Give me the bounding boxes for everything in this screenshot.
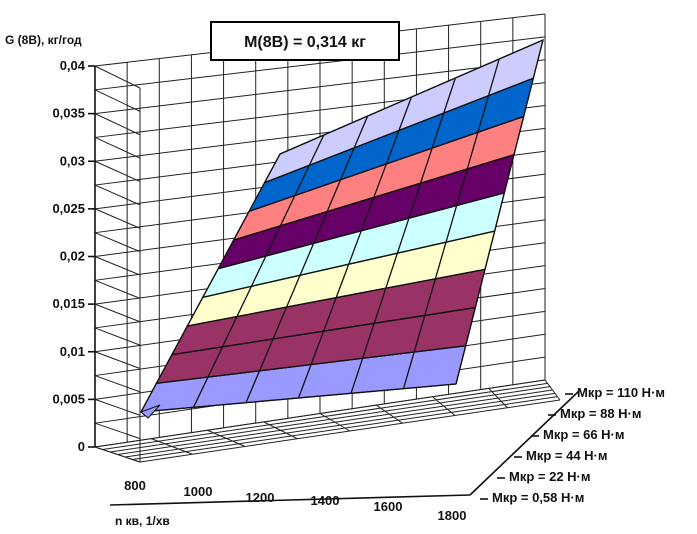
z-tick-label: 0,03 xyxy=(60,153,85,168)
floor-width-line xyxy=(139,399,561,463)
surface-mesh-line xyxy=(245,115,369,403)
left-wall-horizontal-line xyxy=(94,303,141,323)
left-wall-horizontal-line xyxy=(94,256,141,276)
left-wall-horizontal-line xyxy=(94,351,141,369)
x-tick-label: 1400 xyxy=(311,493,340,508)
floor-width-line xyxy=(117,389,553,455)
x-tick-label: 1600 xyxy=(374,499,403,514)
annotation-text: M(8B) = 0,314 кг xyxy=(244,34,366,51)
floor-width-line xyxy=(94,379,546,448)
left-wall-horizontal-line xyxy=(94,208,141,229)
surface-mesh-line xyxy=(402,58,500,389)
floor-width-line xyxy=(132,396,558,460)
x-tick-label: 1200 xyxy=(246,490,275,505)
left-wall-horizontal-line xyxy=(94,65,141,89)
y-tick-label: Мкр = 66 Н·м xyxy=(543,427,625,442)
back-wall-horizontal-line xyxy=(94,59,546,115)
surface-mesh-line xyxy=(218,192,505,270)
surface-mesh-line xyxy=(350,77,456,394)
floor-width-line xyxy=(109,386,551,453)
y-tick-label: Мкр = 0,58 Н·м xyxy=(492,490,584,505)
z-tick-label: 0 xyxy=(78,439,85,454)
surface-low-corner xyxy=(140,404,161,419)
surface-mesh-line xyxy=(171,306,476,356)
y-axis-line xyxy=(469,389,581,496)
x-axis-title: n кв, 1/хв xyxy=(115,514,170,528)
surface-mesh-line xyxy=(202,230,495,298)
z-tick-label: 0,015 xyxy=(52,296,85,311)
left-wall-horizontal-line xyxy=(94,279,141,299)
left-wall-horizontal-line xyxy=(94,136,141,159)
x-tick-label: 800 xyxy=(124,478,146,493)
z-tick-label: 0,005 xyxy=(52,391,85,406)
surface-mesh-line xyxy=(297,96,413,399)
z-tick-label: 0,01 xyxy=(60,344,85,359)
surface-mesh-line xyxy=(192,134,325,408)
floor-width-line xyxy=(124,392,556,458)
chart-annotation-group: M(8B) = 0,314 кг xyxy=(210,21,400,61)
y-tick-label: Мкр = 110 Н·м xyxy=(577,385,665,400)
y-tick-label: Мкр = 44 Н·м xyxy=(526,448,608,463)
left-wall-horizontal-line xyxy=(94,89,141,112)
z-tick-label: 0,025 xyxy=(52,201,85,216)
z-tick-label: 0,02 xyxy=(60,249,85,264)
z-axis-title: G (8B), кг/год xyxy=(5,33,82,47)
surface-mesh-line xyxy=(140,383,457,413)
surface-mesh-line xyxy=(455,39,544,385)
surface-mesh-line xyxy=(140,153,281,413)
x-tick-label: 1000 xyxy=(184,484,213,499)
y-tick-label: Мкр = 88 Н·м xyxy=(560,406,642,421)
surface-mesh-line xyxy=(233,154,515,241)
surface-mesh-line xyxy=(156,345,466,384)
surface-mesh-line xyxy=(187,268,486,327)
z-tick-label: 0,035 xyxy=(52,106,85,121)
chart-labels: 0 0,005 0,01 0,015 0,02 0,025 0,03 0,035 0,04 800… xyxy=(52,58,665,523)
x-tick-label: 1800 xyxy=(438,508,467,523)
z-tick-label: 0,04 xyxy=(60,58,86,73)
left-wall-horizontal-line xyxy=(94,422,141,440)
back-wall-horizontal-line xyxy=(94,36,546,91)
surface-mesh-line xyxy=(264,77,534,184)
annotation-box xyxy=(210,21,400,61)
surface-mesh-line xyxy=(248,115,524,212)
chart-surface xyxy=(139,38,544,419)
left-wall-horizontal-line xyxy=(94,327,141,346)
left-wall-horizontal-line xyxy=(94,232,141,253)
left-wall-horizontal-line xyxy=(94,113,141,136)
surface-mesh-line xyxy=(279,39,544,155)
left-wall-horizontal-line xyxy=(94,160,141,182)
chart-frame xyxy=(88,65,581,506)
floor-width-line xyxy=(102,382,548,450)
y-tick-label: Мкр = 22 Н·м xyxy=(509,469,591,484)
x-axis-line xyxy=(109,494,471,506)
left-wall-horizontal-line xyxy=(94,398,141,416)
left-wall-horizontal-line xyxy=(94,375,141,393)
left-wall-horizontal-line xyxy=(94,184,141,206)
